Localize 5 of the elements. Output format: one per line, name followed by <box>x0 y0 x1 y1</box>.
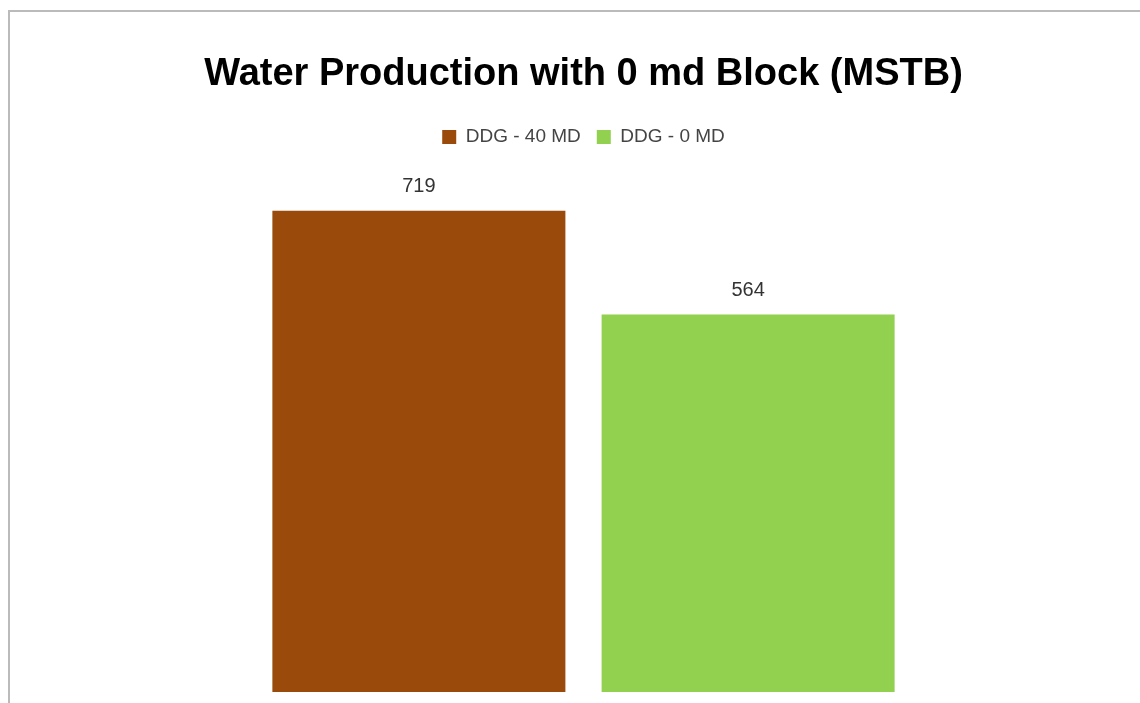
chart-title: Water Production with 0 md Block (MSTB) <box>204 51 963 94</box>
data-label: 564 <box>731 278 765 301</box>
legend-label: DDG - 40 MD <box>465 125 581 147</box>
data-label: 719 <box>402 174 436 197</box>
legend-label: DDG - 0 MD <box>620 125 725 147</box>
